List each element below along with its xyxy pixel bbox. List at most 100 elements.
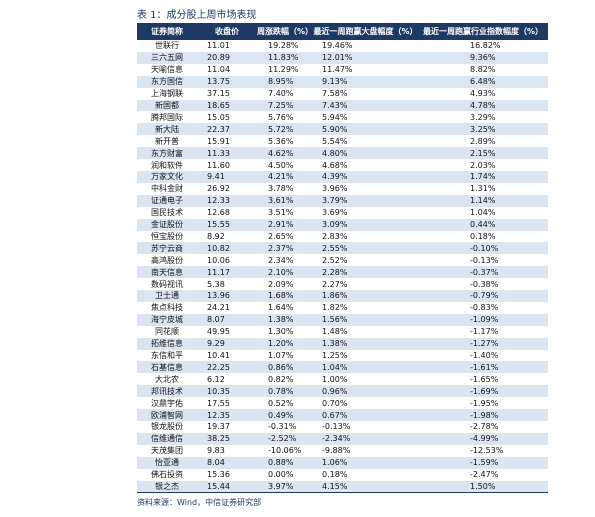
table: 证券简称 收盘价 周涨跌幅（%） 最近一周跑赢大盘幅度（%） 最近一周跑赢行业指数幅度（… [137, 23, 548, 493]
value-cell: 3.09% [313, 218, 418, 231]
stock-name: 银龙股份 [151, 422, 183, 432]
value-cell: 15.55 [197, 218, 257, 231]
table-row: 高鸿股份 10.06 2.34% 2.52% -0.13% [137, 254, 548, 266]
table-row: 南天信息 11.17 2.10% 2.28% -0.37% [137, 266, 548, 279]
value-cell: 1.30% [268, 327, 294, 337]
value-cell: 0.52% [268, 398, 294, 408]
stock-name: 上海钢联 [151, 89, 183, 99]
value-cell: 10.35 [197, 385, 257, 398]
stock-name: 世联行 [155, 41, 179, 51]
value-cell: 19.46% [322, 41, 353, 51]
value-cell: 37.15 [207, 89, 230, 99]
value-cell: 1.04% [313, 361, 418, 374]
table-row: 东方财富 11.33 4.62% 4.80% 2.15% [137, 147, 548, 160]
value-cell: 5.90% [313, 123, 418, 136]
value-cell: 2.37% [257, 242, 313, 255]
value-cell: -1.95% [470, 398, 499, 408]
value-cell: 15.44 [197, 480, 257, 493]
value-cell: 3.97% [257, 480, 313, 493]
value-cell: 1.06% [313, 456, 418, 469]
value-cell: 12.35 [197, 409, 257, 421]
table-body: 世联行 11.01 19.28% 19.46% 16.82% 三六五网 20.89 11.83… [137, 40, 548, 493]
value-cell: 12.01% [313, 51, 418, 64]
table-row: 新国都 18.65 7.25% 7.43% 4.78% [137, 99, 548, 112]
table-row: 苏宁云商 10.82 2.37% 2.55% -0.10% [137, 242, 548, 255]
source-note: 资料来源：Wind，中信证券研究部 [137, 498, 262, 507]
value-cell: -1.65% [470, 374, 499, 384]
value-cell: 4.93% [470, 89, 496, 99]
value-cell: 5.54% [322, 136, 348, 146]
table-title: 表 1：成分股上周市场表现 [137, 10, 257, 21]
stock-name: 证通电子 [137, 194, 197, 207]
table-row: 天茂集团 9.83 -10.06% -9.88% -12.53% [137, 445, 548, 457]
value-cell: -1.09% [418, 313, 548, 326]
value-cell: 0.86% [257, 361, 313, 374]
stock-name: 佛石投资 [151, 470, 183, 480]
value-cell: 19.37 [207, 422, 230, 432]
value-cell: 1.38% [313, 337, 418, 350]
value-cell: 18.65 [197, 99, 257, 112]
value-cell: 1.04% [470, 208, 496, 218]
value-cell: 5.76% [268, 112, 294, 122]
value-cell: 9.36% [418, 51, 548, 64]
value-cell: -1.40% [470, 351, 499, 361]
value-cell: -1.27% [418, 337, 548, 350]
stock-name: 东方国信 [137, 75, 197, 88]
value-cell: -0.31% [268, 422, 297, 432]
stock-name: 汉鼎宇佑 [151, 398, 183, 408]
value-cell: 0.18% [470, 231, 496, 241]
value-cell: 4.68% [322, 160, 348, 170]
value-cell: -2.34% [313, 432, 418, 445]
value-cell: 2.10% [257, 266, 313, 279]
stock-name: 东信和平 [151, 351, 183, 361]
header-cell: 收盘价 [197, 23, 257, 40]
table-row: 数码视讯 5.38 2.09% 2.27% -0.38% [137, 278, 548, 290]
stock-name: 怡亚通 [137, 456, 197, 469]
value-cell: 3.25% [418, 123, 548, 136]
value-cell: 2.55% [313, 242, 418, 255]
value-cell: 1.31% [470, 184, 496, 194]
value-cell: 22.37 [197, 123, 257, 136]
value-cell: -10.06% [268, 446, 302, 456]
stock-name: 国民技术 [151, 208, 183, 218]
table-row: 中科金财 26.92 3.78% 3.96% 1.31% [137, 183, 548, 195]
value-cell: 1.74% [418, 170, 548, 183]
value-cell: 4.78% [418, 99, 548, 112]
stock-name: 石基信息 [137, 361, 197, 374]
value-cell: 0.70% [322, 398, 348, 408]
table-row: 银龙股份 19.37 -0.31% -0.13% -2.78% [137, 421, 548, 433]
table-row: 上海钢联 37.15 7.40% 7.58% 4.93% [137, 88, 548, 100]
value-cell: 3.96% [322, 184, 348, 194]
value-cell: 11.17 [197, 266, 257, 279]
value-cell: 7.43% [313, 99, 418, 112]
value-cell: 0.00% [268, 470, 294, 480]
value-cell: 5.94% [322, 112, 348, 122]
value-cell: 4.50% [268, 160, 294, 170]
stock-name: 东方财富 [137, 147, 197, 160]
value-cell: 3.61% [257, 194, 313, 207]
value-cell: -4.99% [418, 432, 548, 445]
value-cell: 1.07% [268, 351, 294, 361]
stock-name: 邦讯技术 [137, 385, 197, 398]
stock-name: 信维通信 [137, 432, 197, 445]
value-cell: 3.79% [313, 194, 418, 207]
value-cell: 0.18% [322, 470, 348, 480]
table-row: 世联行 11.01 19.28% 19.46% 16.82% [137, 40, 548, 52]
value-cell: 1.86% [313, 290, 418, 302]
value-cell: 49.95 [207, 327, 230, 337]
stock-name: 卫士通 [137, 290, 197, 302]
table-row: 新大陆 22.37 5.72% 5.90% 3.25% [137, 123, 548, 136]
stock-name: 腾邦国际 [151, 112, 183, 122]
value-cell: -0.10% [418, 242, 548, 255]
value-cell: 19.28% [268, 41, 299, 51]
stock-name: 新大陆 [137, 123, 197, 136]
value-cell: 4.21% [257, 170, 313, 183]
value-cell: 0.96% [313, 385, 418, 398]
value-cell: 7.25% [257, 99, 313, 112]
table-row: 佛石投资 15.36 0.00% 0.18% -2.47% [137, 469, 548, 481]
table-row: 信维通信 38.25 -2.52% -2.34% -4.99% [137, 432, 548, 445]
value-cell: -12.53% [470, 446, 504, 456]
value-cell: 0.82% [268, 374, 294, 384]
table-row: 欧浦智网 12.35 0.49% 0.67% -1.98% [137, 409, 548, 421]
value-cell: 5.36% [268, 136, 294, 146]
